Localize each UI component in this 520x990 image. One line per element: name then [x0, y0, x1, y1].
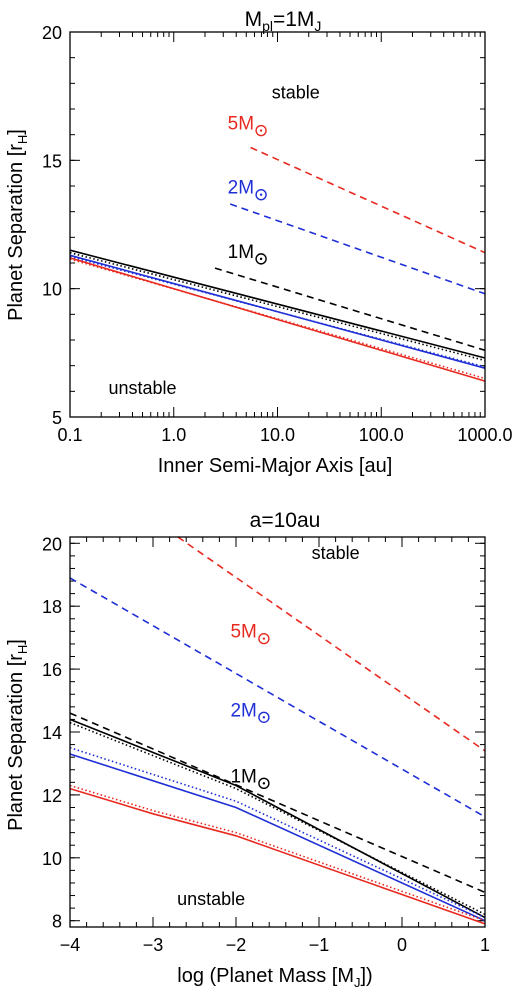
series-line-dashed — [69, 577, 486, 818]
panel-top-ticks: 0.1 1.0 10.0 100.0 1000.0 5 10 15 20 — [42, 23, 513, 445]
y-tick-label: 15 — [42, 151, 62, 171]
panel-bottom: a=10au Planet Separation [rH] log (Plane… — [5, 509, 490, 990]
x-tick-label: −4 — [60, 935, 81, 955]
x-tick-label: −3 — [143, 935, 164, 955]
y-tick-label: 20 — [42, 534, 62, 554]
panel-bottom-title: a=10au — [250, 509, 321, 532]
mass-annotation: 2M — [228, 178, 254, 199]
series-line-dashed — [229, 203, 486, 295]
panel-top-labels: stable unstable 5M 2M 1M — [108, 83, 319, 398]
sun-symbol-icon — [258, 632, 270, 645]
panel-bottom-labels: stable unstable 5M 2M 1M — [177, 543, 360, 909]
svg-text:Planet Separation [rH]: Planet Separation [rH] — [5, 129, 30, 321]
svg-text:Planet Separation [rH]: Planet Separation [rH] — [5, 639, 30, 831]
panel-top-frame — [69, 31, 486, 418]
series-line-dashed — [177, 536, 486, 752]
sun-symbol-dot — [259, 257, 263, 261]
panel-bottom-frame — [69, 536, 486, 928]
region-label: unstable — [108, 378, 176, 398]
region-label: stable — [272, 83, 320, 103]
mass-annotation: 2M — [230, 700, 256, 721]
region-label: unstable — [177, 889, 245, 909]
panel-bottom-xlabel: log (Planet Mass [MJ]) — [177, 965, 372, 990]
sun-symbol-icon — [255, 253, 267, 265]
sun-symbol-dot — [259, 193, 263, 196]
y-tick-label: 14 — [42, 723, 62, 743]
sun-symbol-dot — [262, 782, 266, 785]
sun-symbol-icon — [255, 188, 267, 201]
series-line-dotted — [69, 251, 486, 362]
x-tick-label: 1000.0 — [457, 425, 512, 445]
mass-annotation: 1M — [230, 766, 256, 787]
series-line-solid — [69, 254, 486, 369]
panel-bottom-series — [69, 536, 486, 925]
sun-symbol-dot — [259, 129, 263, 132]
panel-top-series — [69, 146, 486, 382]
series-line-dotted — [69, 721, 486, 916]
x-tick-label: 100.0 — [359, 425, 404, 445]
y-tick-label: 10 — [42, 280, 62, 300]
x-tick-label: 0.1 — [57, 425, 82, 445]
series-line-solid — [69, 753, 486, 922]
panel-top: Mpl=1MJ Planet Separation [rH] Inner Sem… — [5, 8, 513, 477]
series-line-dashed — [69, 712, 486, 894]
sun-symbol-dot — [262, 637, 266, 640]
x-tick-label: −1 — [309, 935, 330, 955]
x-tick-label: 1.0 — [161, 425, 186, 445]
y-tick-label: 20 — [42, 23, 62, 43]
panel-top-title: Mpl=1MJ — [245, 8, 322, 34]
sun-symbol-dot — [262, 716, 266, 719]
x-tick-label: 0 — [397, 935, 407, 955]
region-label: stable — [312, 543, 360, 563]
y-tick-label: 12 — [42, 786, 62, 806]
series-line-dotted — [69, 784, 486, 922]
panel-bottom-ylabel: Planet Separation [rH] — [5, 639, 30, 831]
y-tick-label: 8 — [52, 912, 62, 932]
x-tick-label: −2 — [226, 935, 247, 955]
mass-annotation: 1M — [228, 242, 254, 263]
panel-top-ylabel: Planet Separation [rH] — [5, 129, 30, 321]
mass-annotation: 5M — [228, 114, 254, 135]
sun-symbol-icon — [255, 124, 267, 137]
y-tick-label: 10 — [42, 849, 62, 869]
sun-symbol-icon — [258, 711, 270, 723]
x-tick-label: 10.0 — [260, 425, 295, 445]
sun-symbol-icon — [258, 777, 270, 790]
x-tick-label: 1 — [480, 935, 490, 955]
panel-top-xlabel: Inner Semi-Major Axis [au] — [158, 455, 393, 477]
series-line-solid — [69, 787, 486, 925]
series-line-dashed — [250, 146, 486, 254]
y-tick-label: 16 — [42, 660, 62, 680]
series-line-solid — [69, 249, 486, 359]
y-tick-label: 18 — [42, 597, 62, 617]
mass-annotation: 5M — [230, 622, 256, 643]
series-line-dashed — [214, 267, 486, 352]
series-line-solid — [69, 718, 486, 919]
y-tick-label: 5 — [52, 408, 62, 428]
